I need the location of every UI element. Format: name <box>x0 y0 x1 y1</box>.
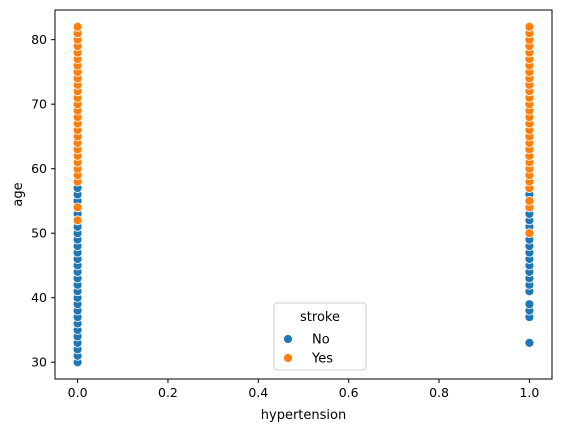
legend-title: stroke <box>300 310 340 325</box>
point-yes-55 <box>524 21 535 32</box>
legend-label-no: No <box>312 333 330 348</box>
x-axis-label: hypertension <box>261 408 346 423</box>
x-tick-label: 0.8 <box>429 385 449 400</box>
y-tick-label: 30 <box>31 355 47 370</box>
x-tick-label: 0.6 <box>339 385 359 400</box>
y-axis-label: age <box>11 182 26 206</box>
point-yes-26 <box>72 21 83 32</box>
y-axis: 30 40 50 60 70 80 <box>31 32 55 370</box>
x-tick-label: 0.2 <box>158 385 178 400</box>
point-yes-1 <box>72 202 83 213</box>
point-no-30 <box>524 299 535 310</box>
y-tick-label: 80 <box>31 32 47 47</box>
legend-marker-no <box>283 334 293 344</box>
point-yes-27 <box>524 228 535 239</box>
y-tick-label: 40 <box>31 290 47 305</box>
x-tick-label: 0.4 <box>248 385 268 400</box>
legend-box <box>273 302 367 371</box>
legend-marker-yes <box>283 353 293 363</box>
y-tick-label: 70 <box>31 97 47 112</box>
legend-label-yes: Yes <box>311 352 333 367</box>
y-tick-label: 50 <box>31 226 47 241</box>
point-yes-29 <box>524 196 535 206</box>
x-tick-label: 0.0 <box>68 385 88 400</box>
y-tick-label: 60 <box>31 161 47 176</box>
point-no-27 <box>524 337 535 348</box>
legend: stroke No Yes <box>273 302 367 371</box>
point-yes-0 <box>72 215 83 226</box>
plot-frame <box>54 9 553 380</box>
x-tick-label: 1.0 <box>519 385 539 400</box>
points-layer <box>72 21 535 368</box>
x-axis: 0.0 0.2 0.4 0.6 0.8 1.0 <box>68 379 539 400</box>
